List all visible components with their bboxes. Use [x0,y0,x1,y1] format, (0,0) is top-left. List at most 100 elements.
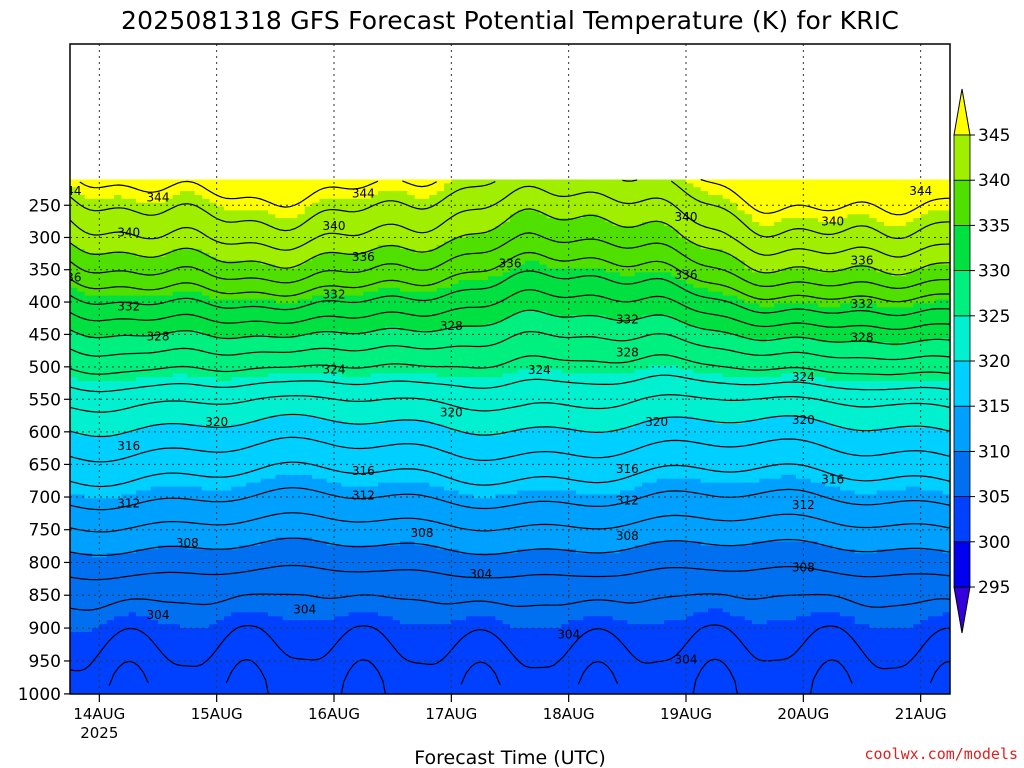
field-cell [158,272,166,277]
field-cell [268,183,276,188]
field-cell [202,222,210,227]
field-cell [378,245,386,250]
field-cell [466,225,474,231]
field-cell [803,330,812,336]
field-cell [312,206,320,211]
field-cell [766,241,775,246]
field-cell [627,326,636,332]
field-cell [429,222,438,227]
field-cell [172,191,181,196]
field-cell [400,202,408,208]
field-cell [77,272,86,277]
field-cell [561,326,570,332]
field-cell [898,237,907,242]
field-cell [583,330,592,336]
field-cell [77,218,86,223]
field-cell [136,214,144,219]
field-cell [414,187,423,192]
field-cell [165,291,174,297]
field-cell [260,187,269,192]
field-cell [246,202,254,208]
field-cell [180,307,188,312]
field-cell [172,338,181,343]
field-cell [202,295,210,301]
field-cell [385,272,394,277]
field-cell [766,191,775,196]
field-cell [150,338,159,343]
field-cell [392,214,401,219]
field-cell [810,198,819,204]
field-cell [246,210,254,215]
field-cell [928,322,936,328]
field-cell [502,334,511,339]
field-cell [385,303,394,308]
field-cell [840,326,848,332]
field-cell [590,283,599,289]
field-cell [781,218,790,223]
field-cell [686,318,694,324]
field-cell [480,210,489,215]
field-cell [158,206,166,211]
field-cell [444,334,452,339]
field-cell [84,237,93,242]
field-cell [539,256,548,262]
field-cell [488,307,496,312]
field-cell [752,245,760,250]
field-cell [312,214,320,219]
field-cell [612,322,621,328]
field-cell [891,314,900,320]
field-cell [488,194,496,200]
field-cell [898,311,907,316]
field-cell [722,280,731,285]
field-cell [385,225,394,231]
field-cell [209,307,218,312]
field-cell [136,191,144,196]
field-cell [378,330,386,336]
field-cell [832,264,841,270]
field-cell [260,330,269,336]
field-cell [334,307,342,312]
field-cell [275,326,284,332]
field-cell [605,276,614,281]
field-cell [913,334,922,339]
field-cell [458,334,467,339]
field-cell [451,322,460,328]
field-cell [84,241,93,246]
field-cell [414,191,423,196]
field-cell [759,249,768,254]
field-cell [356,210,364,215]
field-cell [605,210,614,215]
field-cell [774,291,782,297]
field-cell [370,330,379,336]
field-cell [436,179,445,184]
field-cell [759,222,768,227]
field-cell [612,283,621,289]
field-cell [869,268,878,273]
field-cell [334,334,342,339]
field-cell [884,283,892,289]
field-cell [458,194,467,200]
field-cell [150,214,159,219]
field-cell [642,256,650,262]
field-cell [774,330,782,336]
field-cell [84,264,93,270]
field-cell [840,334,848,339]
field-cell [334,303,342,308]
field-cell [796,249,804,254]
field-cell [128,338,137,343]
field-cell [304,299,313,304]
field-cell [458,183,467,188]
field-cell [561,183,570,188]
field-cell [561,210,570,215]
field-cell [158,233,166,239]
field-cell [136,233,144,239]
field-cell [620,241,628,246]
field-cell [517,229,526,235]
field-cell [517,233,526,239]
field-cell [686,214,694,219]
field-cell [546,268,555,273]
field-cell [766,326,775,332]
field-cell [422,314,430,320]
field-cell [832,233,841,239]
field-cell [473,280,482,285]
